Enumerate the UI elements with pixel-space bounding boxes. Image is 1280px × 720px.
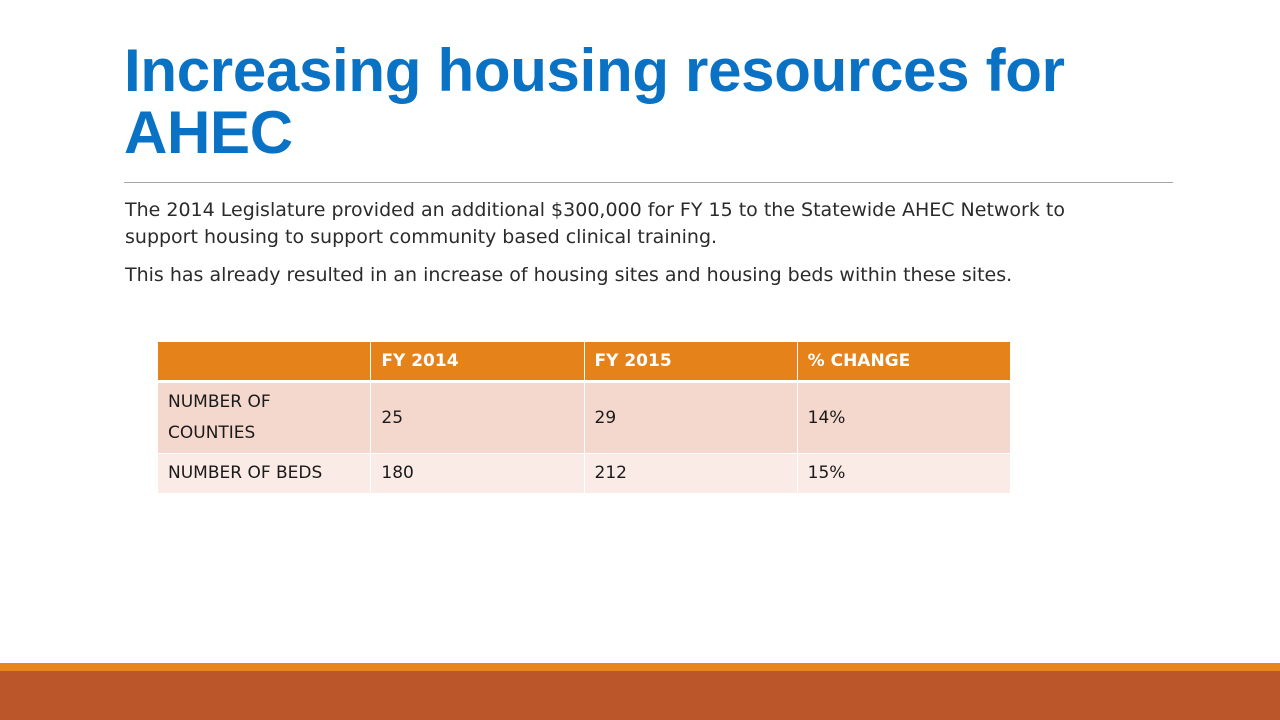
table-row-beds: NUMBER OF BEDS 180 212 15% <box>158 453 1010 494</box>
housing-resources-table: FY 2014 FY 2015 % CHANGE NUMBER OF COUNT… <box>158 342 1010 494</box>
counties-fy2014: 25 <box>370 381 585 454</box>
beds-fy2015: 212 <box>584 453 798 494</box>
row-label-beds: NUMBER OF BEDS <box>158 453 372 494</box>
title-divider <box>124 182 1173 183</box>
header-cell-fy2014: FY 2014 <box>370 342 585 383</box>
body-paragraph-1: The 2014 Legislature provided an additio… <box>125 199 1065 248</box>
row-label-counties: NUMBER OF COUNTIES <box>158 381 372 454</box>
table-header-row: FY 2014 FY 2015 % CHANGE <box>158 342 1010 383</box>
beds-change: 15% <box>797 453 1010 494</box>
header-cell-fy2015: FY 2015 <box>584 342 798 383</box>
slide-title: Increasing housing resources for AHEC <box>124 37 1065 166</box>
footer-accent-line <box>0 663 1280 671</box>
header-cell-label <box>158 342 372 383</box>
beds-fy2014: 180 <box>370 453 585 494</box>
footer-bar <box>0 671 1280 720</box>
table-row-counties: NUMBER OF COUNTIES 25 29 14% <box>158 381 1010 454</box>
header-cell-change: % CHANGE <box>797 342 1010 383</box>
counties-fy2015: 29 <box>584 381 798 454</box>
body-paragraph-2: This has already resulted in an increase… <box>125 264 1013 286</box>
counties-change: 14% <box>797 381 1010 454</box>
slide-body: The 2014 Legislature provided an additio… <box>125 197 1085 300</box>
